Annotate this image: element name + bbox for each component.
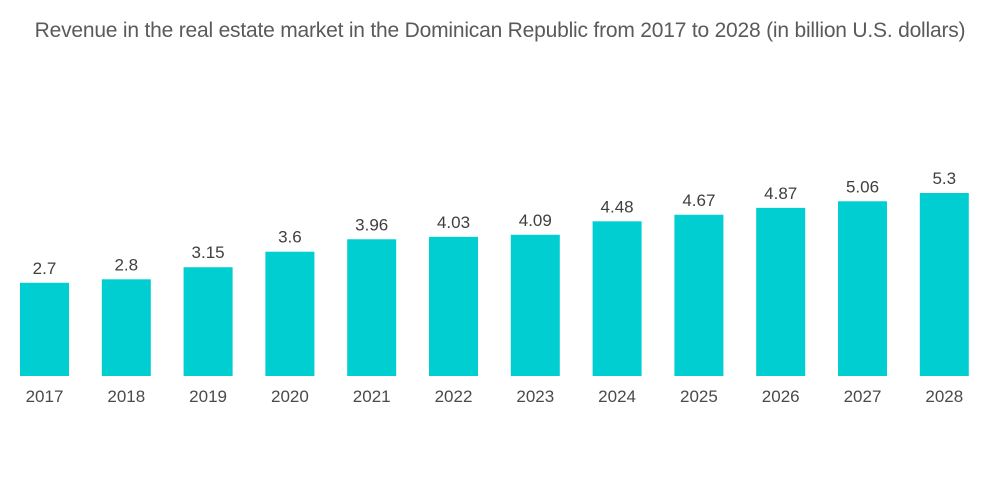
value-label-2028: 5.3 (932, 169, 956, 188)
bar-2021 (347, 239, 397, 376)
x-tick-2027: 2027 (844, 387, 882, 406)
value-label-2020: 3.6 (278, 228, 302, 247)
bar-2018 (101, 279, 151, 376)
x-tick-2024: 2024 (598, 387, 636, 406)
x-tick-2020: 2020 (271, 387, 309, 406)
value-label-2025: 4.67 (682, 191, 715, 210)
bar-2028 (919, 193, 969, 376)
value-label-2019: 3.15 (192, 243, 225, 262)
value-label-2021: 3.96 (355, 215, 388, 234)
bar-2025 (674, 214, 724, 376)
x-tick-2021: 2021 (353, 387, 391, 406)
value-label-2018: 2.8 (114, 255, 138, 274)
x-tick-2018: 2018 (107, 387, 145, 406)
x-tick-2022: 2022 (435, 387, 473, 406)
bar-2026 (756, 207, 806, 376)
value-label-2026: 4.87 (764, 184, 797, 203)
x-tick-2019: 2019 (189, 387, 227, 406)
chart-title: Revenue in the real estate market in the… (34, 19, 966, 42)
x-tick-2023: 2023 (516, 387, 554, 406)
x-tick-2017: 2017 (26, 387, 64, 406)
value-label-2024: 4.48 (601, 197, 634, 216)
bar-2022 (429, 236, 478, 376)
bar-2017 (20, 282, 69, 376)
x-tick-2028: 2028 (925, 387, 963, 406)
bar-2020 (265, 251, 315, 376)
value-label-2017: 2.7 (33, 259, 57, 278)
bar-2024 (592, 221, 642, 376)
bar-2027 (838, 201, 887, 376)
x-tick-2025: 2025 (680, 387, 718, 406)
value-label-2027: 5.06 (846, 177, 879, 196)
value-labels-group: 2.7 2.8 3.15 3.6 3.96 4.03 4.09 4.48 4.67 4.87 5.0… (33, 169, 956, 278)
bar-2023 (510, 234, 560, 376)
bar-2019 (183, 267, 233, 376)
x-axis-ticks-group: 2017 2018 2019 2020 2021 2022 2023 2024 2025 2026… (26, 387, 964, 406)
value-label-2023: 4.09 (519, 211, 552, 230)
value-label-2022: 4.03 (437, 213, 470, 232)
bars-group (20, 193, 969, 376)
x-tick-2026: 2026 (762, 387, 800, 406)
